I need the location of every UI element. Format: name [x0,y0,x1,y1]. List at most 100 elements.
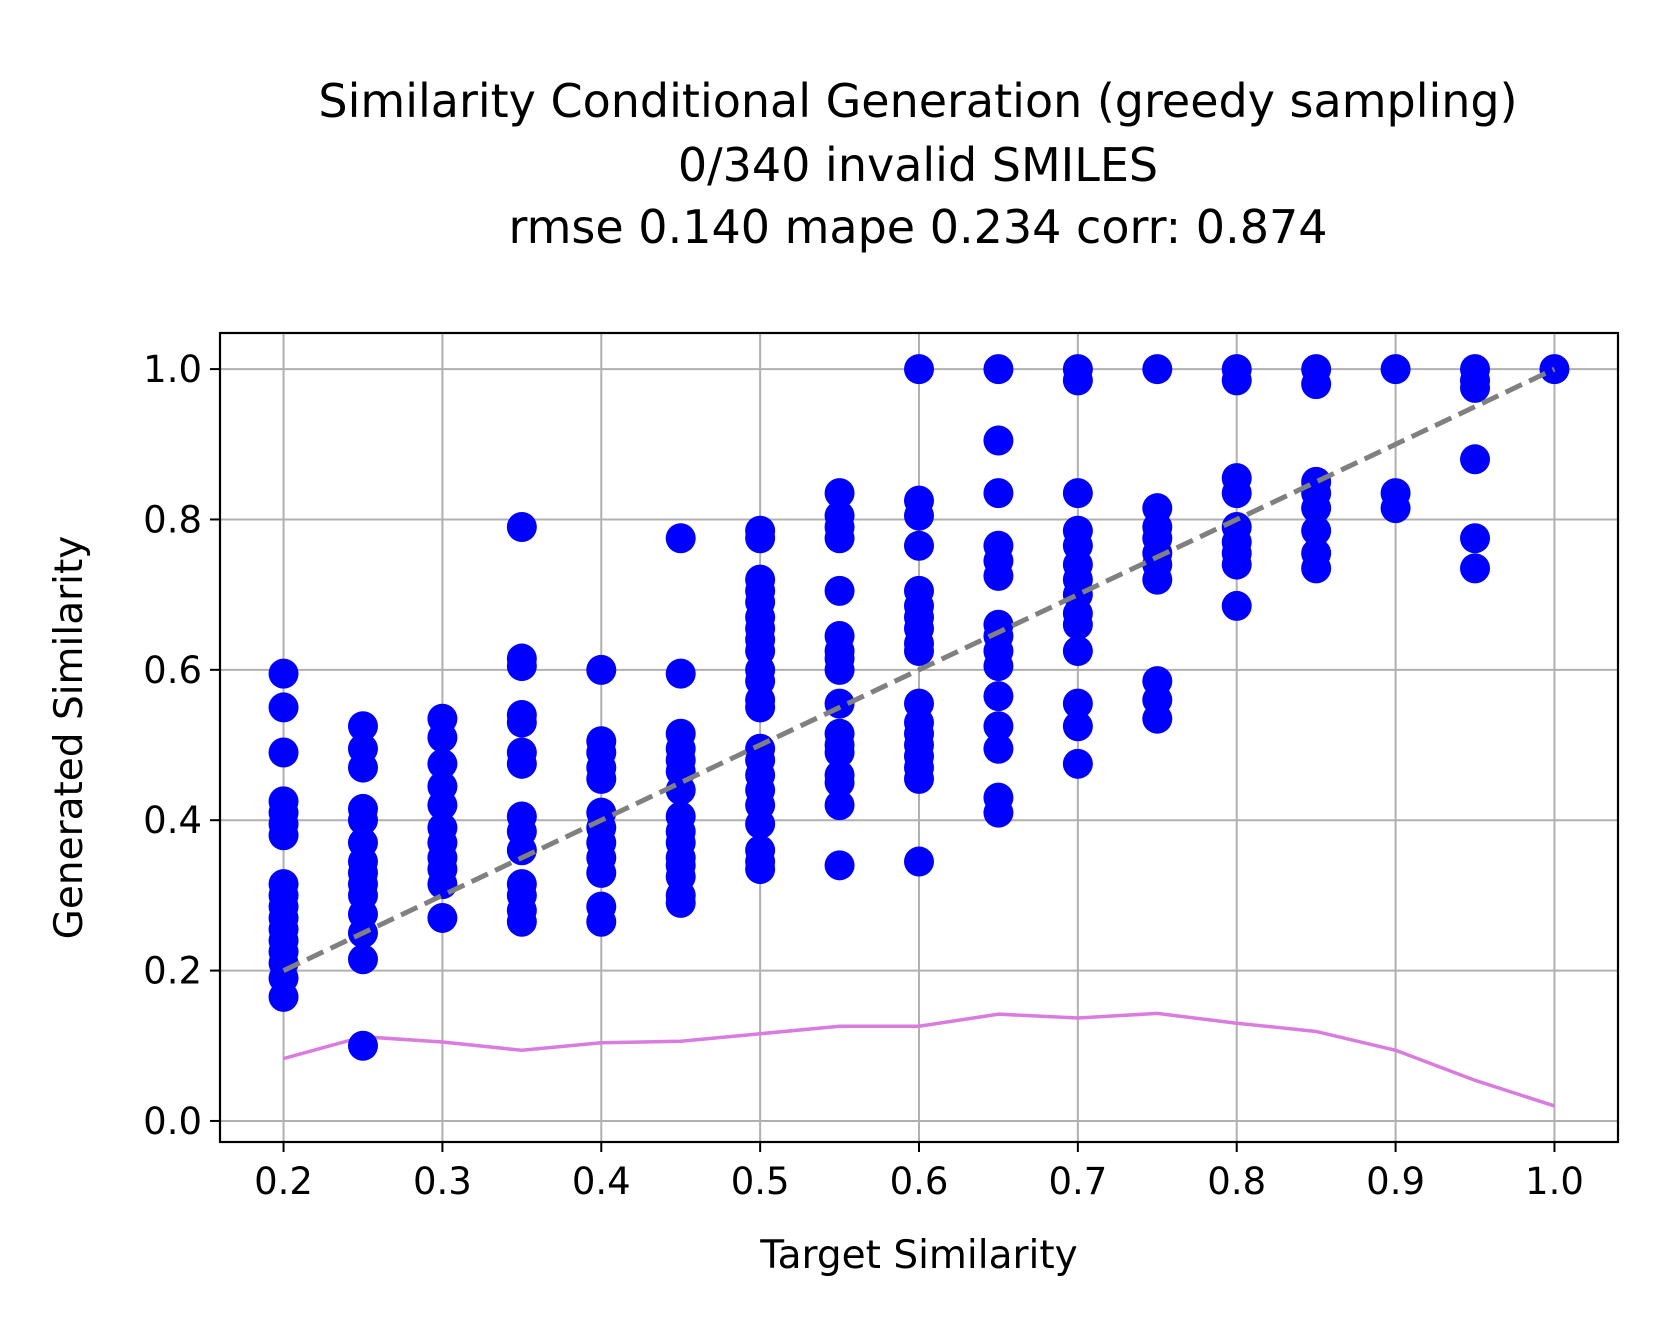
scatter-point [268,737,299,768]
scatter-point [1301,493,1332,524]
identity-reference-line [282,366,1556,973]
scatter-point [1460,372,1491,403]
scatter-point [506,651,537,682]
scatter-point [586,857,617,888]
scatter-point [427,869,458,900]
scatter-point [1062,609,1093,640]
scatter-point [824,850,855,881]
y-tick-label: 1.0 [143,348,202,391]
scatter-point [904,500,934,531]
scatter-point [1380,354,1411,385]
x-tick-label: 0.3 [413,1160,472,1203]
scatter-point [665,658,696,689]
scatter-point [983,560,1014,591]
scatter-point [824,478,855,509]
scatter-point [586,654,617,685]
x-axis-label: Target Similarity [759,1233,1077,1278]
scatter-point [1221,478,1252,509]
scatter-point [1062,478,1093,509]
title-line-1: Similarity Conditional Generation (greed… [318,74,1517,128]
scatter-point [824,654,855,685]
scatter-point [586,763,617,794]
x-tick-label: 0.9 [1366,1160,1425,1203]
y-axis-label: Generated Similarity [47,536,92,940]
y-tick-label: 0.2 [143,950,202,993]
scatter-point [983,733,1014,764]
scatter-point [506,835,537,866]
x-tick-label: 0.5 [731,1160,790,1203]
scatter-point [427,722,458,753]
chart-title: Similarity Conditional Generation (greed… [318,74,1517,254]
scatter-point [745,523,776,554]
scatter-point [1460,444,1491,475]
scatter-point [824,523,855,554]
scatter-point [268,981,299,1012]
scatter-point [904,636,934,667]
scatter-point [665,887,696,918]
title-line-3: rmse 0.140 mape 0.234 corr: 0.874 [509,200,1328,254]
axis-ticks: 0.2 0.3 0.4 0.5 0.6 0.7 0.8 0.9 1.0 0.0 0.2 0.4 0.6 0… [143,348,1584,1203]
scatter-point [824,767,855,798]
x-tick-label: 0.2 [254,1160,313,1203]
scatter-point [1062,748,1093,779]
scatter-point [1460,523,1491,554]
scatter-point [427,748,458,779]
x-tick-label: 0.4 [572,1160,631,1203]
line-series [283,1011,1555,1108]
scatter-point [1062,711,1093,742]
scatter-point [824,790,855,821]
scatter-point [1301,515,1332,546]
scatter-point [347,752,378,783]
scatter-point [1301,369,1332,400]
x-tick-label: 0.8 [1207,1160,1266,1203]
scatter-point [904,846,934,877]
scatter-point [506,511,537,542]
scatter-point [983,478,1014,509]
scatter-point [1142,564,1173,595]
error-line [283,1011,1555,1108]
scatter-point [904,354,934,385]
scatter-point [745,808,776,839]
scatter-point [1142,354,1173,385]
scatter-point [745,854,776,885]
scatter-point [506,707,537,738]
x-tick-label: 1.0 [1525,1160,1584,1203]
scatter-point [983,354,1014,385]
scatter-point [665,775,696,806]
scatter-point [268,820,299,851]
scatter-point [824,737,855,768]
scatter-point [1142,703,1173,734]
scatter-point [347,944,378,975]
scatter-point [427,790,458,821]
scatter-point [904,763,934,794]
scatter-point [745,692,776,723]
scatter-point [824,575,855,606]
scatter-point [1380,493,1411,524]
scatter-point [1062,365,1093,396]
scatter-point [506,906,537,937]
scatter-point [1062,688,1093,719]
scatter-point [665,523,696,554]
scatter-point [904,530,934,561]
scatter-point [983,797,1014,828]
x-tick-label: 0.6 [890,1160,949,1203]
y-tick-label: 0.6 [143,649,202,692]
scatter-point [347,1030,378,1061]
y-tick-label: 0.8 [143,498,202,541]
scatter-point [506,748,537,779]
scatter-point [586,906,617,937]
scatter-point [1301,553,1332,584]
scatter-point [1221,590,1252,621]
title-line-2: 0/340 invalid SMILES [678,138,1158,192]
scatter-point [268,692,299,723]
scatter-point [1062,636,1093,667]
y-tick-label: 0.4 [143,799,202,842]
scatter-point [983,651,1014,682]
scatter-point [1221,365,1252,396]
scatter-points [268,354,1570,1061]
scatter-point [983,711,1014,742]
scatter-point [427,902,458,933]
scatter-point [347,805,378,836]
scatter-point [268,658,299,689]
